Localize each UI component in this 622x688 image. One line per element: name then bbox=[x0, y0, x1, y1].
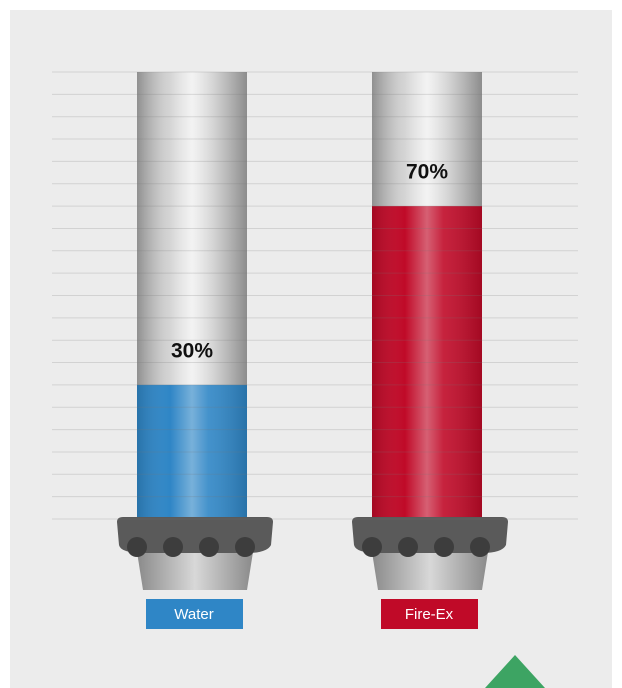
gauge-chart: 30% Water 70% Fire-Ex bbox=[0, 0, 622, 688]
category-label: Fire-Ex bbox=[405, 606, 454, 623]
bolt bbox=[362, 537, 382, 557]
bolt bbox=[398, 537, 418, 557]
bolt bbox=[199, 537, 219, 557]
value-label: 70% bbox=[406, 161, 448, 184]
bolt bbox=[434, 537, 454, 557]
panel bbox=[10, 10, 612, 688]
bolt bbox=[127, 537, 147, 557]
value-label: 30% bbox=[171, 339, 213, 362]
bolt bbox=[163, 537, 183, 557]
bolt bbox=[470, 537, 490, 557]
tank-base-cone bbox=[137, 552, 253, 590]
category-label: Water bbox=[174, 606, 213, 623]
tank-base-cone bbox=[372, 552, 488, 590]
bolt bbox=[235, 537, 255, 557]
